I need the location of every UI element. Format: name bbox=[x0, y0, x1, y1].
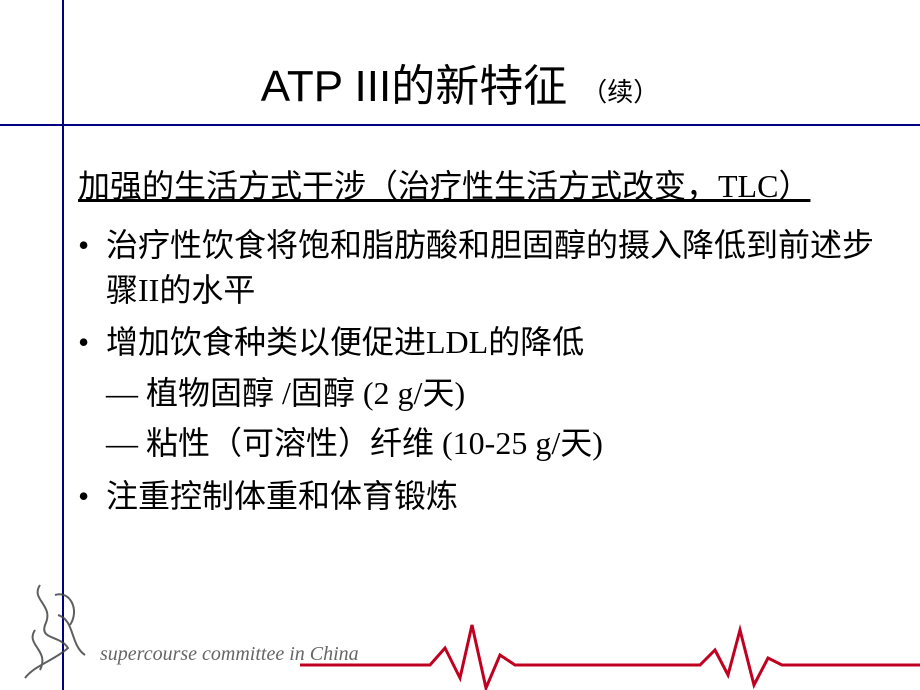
ecg-line-icon bbox=[300, 625, 920, 688]
title-main: ATP III的新特征 bbox=[261, 62, 567, 111]
bullet-item: 增加饮食种类以便促进LDL的降低 植物固醇 /固醇 (2 g/天) 粘性（可溶性… bbox=[78, 320, 890, 469]
top-horizontal-line bbox=[0, 124, 920, 126]
content-area: 加强的生活方式干涉（治疗性生活方式改变，TLC） 治疗性饮食将饱和脂肪酸和胆固醇… bbox=[78, 164, 890, 526]
title-continued: （续） bbox=[581, 78, 659, 107]
footer-text: supercourse committee in China bbox=[100, 643, 359, 666]
bullet-list: 治疗性饮食将饱和脂肪酸和胆固醇的摄入降低到前述步骤II的水平 增加饮食种类以便促… bbox=[78, 223, 890, 520]
sub-list: 植物固醇 /固醇 (2 g/天) 粘性（可溶性）纤维 (10-25 g/天) bbox=[106, 369, 890, 468]
sub-item: 植物固醇 /固醇 (2 g/天) bbox=[106, 369, 890, 419]
bullet-text: 增加饮食种类以便促进LDL的降低 bbox=[106, 324, 584, 360]
calligraphy-icon bbox=[25, 585, 85, 678]
intro-heading: 加强的生活方式干涉（治疗性生活方式改变，TLC） bbox=[78, 164, 890, 209]
slide-title: ATP III的新特征 （续） bbox=[0, 50, 920, 114]
footer-decoration bbox=[0, 570, 920, 690]
sub-text: 粘性（可溶性）纤维 (10-25 g/天) bbox=[146, 425, 603, 461]
bullet-item: 注重控制体重和体育锻炼 bbox=[78, 474, 890, 519]
bullet-item: 治疗性饮食将饱和脂肪酸和胆固醇的摄入降低到前述步骤II的水平 bbox=[78, 223, 890, 314]
bullet-text: 注重控制体重和体育锻炼 bbox=[106, 478, 458, 514]
sub-text: 植物固醇 /固醇 (2 g/天) bbox=[146, 375, 465, 411]
slide: ATP III的新特征 （续） 加强的生活方式干涉（治疗性生活方式改变，TLC）… bbox=[0, 0, 920, 690]
bullet-text: 治疗性饮食将饱和脂肪酸和胆固醇的摄入降低到前述步骤II的水平 bbox=[106, 227, 874, 308]
sub-item: 粘性（可溶性）纤维 (10-25 g/天) bbox=[106, 419, 890, 469]
